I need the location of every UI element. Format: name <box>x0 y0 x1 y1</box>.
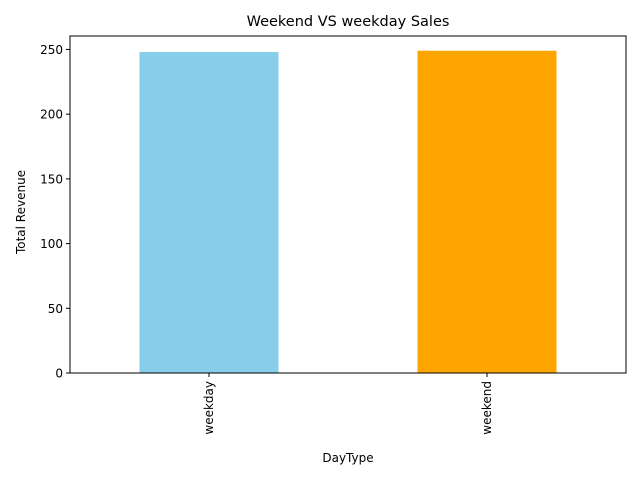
plot-area: 0 50 100 150 200 250 weekday weekend <box>40 35 627 435</box>
x-tick-label-weekday: weekday <box>202 381 216 435</box>
y-tick-label-0: 0 <box>55 367 63 381</box>
axes-frame <box>69 35 627 374</box>
y-tick-label-250: 250 <box>40 43 63 57</box>
y-tick-label-50: 50 <box>48 302 63 316</box>
y-tick-label-150: 150 <box>40 172 63 186</box>
y-axis-label: Total Revenue <box>14 170 28 255</box>
chart-title: Weekend VS weekday Sales <box>247 14 450 30</box>
bar-weekday <box>139 52 279 374</box>
y-tick-label-100: 100 <box>40 237 63 251</box>
x-tick-label-weekend: weekend <box>480 381 494 435</box>
y-tick-label-200: 200 <box>40 108 63 122</box>
x-axis-label: DayType <box>322 451 373 465</box>
bar-weekend <box>417 50 557 374</box>
